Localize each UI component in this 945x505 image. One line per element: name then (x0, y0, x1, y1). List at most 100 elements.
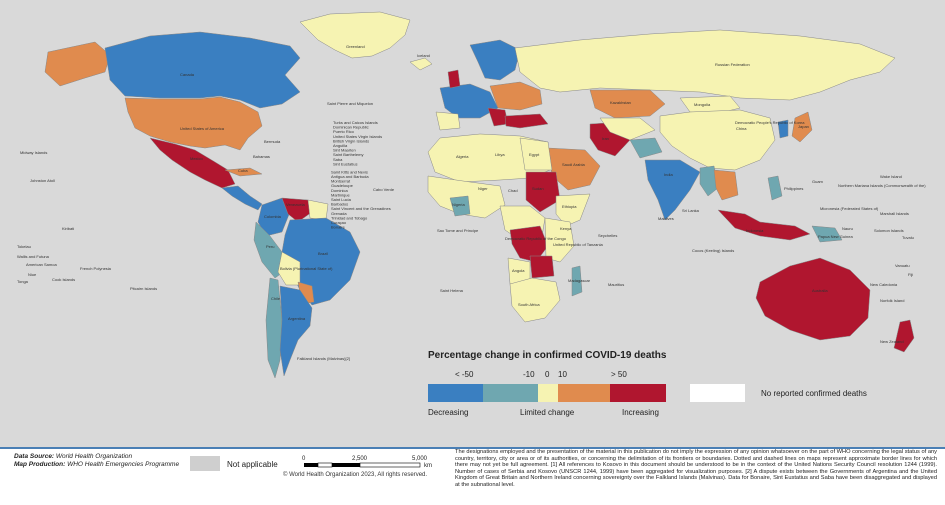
horn-africa-shape (555, 193, 591, 227)
world-map: Greenland Iceland Russian Federation Can… (0, 0, 945, 447)
scale-segment (317, 462, 333, 468)
argentina-shape (279, 285, 313, 377)
label-caribbean-island: Turks and Caicos Islands (333, 120, 378, 125)
legend-tick: 0 (545, 370, 550, 379)
label-caribbean-island: Guadeloupe (331, 183, 354, 188)
label-caribbean-island: Saint Vincent and the Grenadines (331, 206, 391, 211)
alaska-shape (44, 41, 111, 87)
label-cuba: Cuba (238, 168, 248, 173)
label-caribbean-island: Barbados (331, 202, 348, 207)
scandinavia-shape (469, 39, 521, 81)
label-papua: Papua New Guinea (818, 234, 853, 239)
myanmar-shape (699, 165, 719, 197)
label-maldives: Maldives (658, 216, 674, 221)
label-niger: Niger (478, 186, 488, 191)
label-tanzania: United Republic of Tanzania (553, 242, 604, 247)
label-angola: Angola (512, 268, 525, 273)
label-caribbean-island: Montserrat (331, 179, 351, 184)
label-sao-tome: Sao Tome and Principe (437, 228, 479, 233)
label-algeria: Algeria (456, 154, 469, 159)
turkey-shape (504, 113, 549, 129)
label-micronesia: Micronesia (Federated States of) (820, 206, 879, 211)
label-nauru: Nauru (842, 226, 853, 231)
label-russia: Russian Federation (715, 62, 750, 67)
kazakhstan-shape (589, 89, 666, 119)
label-bolivia: Bolivia (Plurinational State of) (280, 266, 333, 271)
label-tokelau: Tokelau (17, 244, 31, 249)
source-key: Data Source: (14, 453, 55, 460)
japan-shape (791, 111, 813, 143)
usa-shape (124, 96, 263, 151)
nigeria-shape (449, 195, 471, 217)
legend-swatch-limited-mid (538, 384, 558, 402)
label-japan: Japan (798, 124, 809, 129)
legend-label-increasing: Increasing (622, 408, 659, 417)
label-mauritius: Mauritius (608, 282, 624, 287)
label-wake: Wake Island (880, 174, 902, 179)
thailand-shape (713, 169, 739, 201)
label-midway: Midway Islands (20, 150, 47, 155)
label-philippines: Philippines (784, 186, 803, 191)
eastern-europe-shape (489, 81, 543, 111)
scale-unit: km (424, 463, 432, 469)
greenland-shape (299, 11, 411, 59)
label-caribbean-island: Trinidad and Tobago (331, 215, 368, 220)
label-norfolk: Norfolk Island (880, 298, 904, 303)
label-chile: Chile (271, 296, 281, 301)
label-caribbean-island: Saint Kitts and Nevis (331, 169, 368, 174)
east-africa-shape (544, 217, 575, 263)
uk-shape (447, 69, 461, 89)
production-value: WHO Health Emergencies Programme (67, 461, 180, 468)
label-seychelles: Seychelles (598, 233, 617, 238)
label-polynesia: French Polynesia (80, 266, 112, 271)
label-kiribati: Kiribati (62, 226, 74, 231)
legend-label-limited-change: Limited change (520, 408, 575, 417)
label-iceland: Iceland (417, 53, 430, 58)
map-legend: Percentage change in confirmed COVID-19 … (425, 345, 870, 425)
label-caribbean-island: Anguilla (333, 143, 348, 148)
legend-swatch-limited-low (483, 384, 538, 402)
scale-segment (359, 462, 421, 468)
label-mongolia: Mongolia (694, 102, 711, 107)
legend-label-decreasing: Decreasing (428, 408, 469, 417)
scale-tick: 0 (302, 456, 306, 462)
canada-shape (104, 31, 301, 109)
label-caribbean-island: Bonaire (331, 225, 346, 230)
label-caribbean-island: Antigua and Barbuda (331, 174, 369, 179)
label-australia: Australia (812, 288, 828, 293)
label-bermuda: Bermuda (264, 139, 281, 144)
label-caribbean-island: British Virgin Islands (333, 138, 369, 143)
source-value: World Health Organization (55, 453, 133, 460)
label-johnston: Johnston Atoll (30, 178, 55, 183)
legend-tick: -10 (523, 370, 535, 379)
philippines-shape (767, 175, 783, 201)
footer-credits: Data Source: World Health Organization M… (14, 453, 179, 469)
label-indonesia: Indonesia (746, 228, 764, 233)
iceland-shape (409, 57, 433, 71)
scale-segment (332, 463, 360, 467)
label-caribbean-island: Sint Maarten (333, 148, 356, 153)
central-america-shape (221, 185, 263, 211)
label-greenland: Greenland (346, 44, 365, 49)
label-nigeria: Nigeria (452, 202, 465, 207)
label-vanuatu: Vanuatu (895, 263, 910, 268)
papua-shape (811, 225, 843, 243)
label-caribbean-island: Curaçao (331, 220, 347, 225)
label-pitcairn: Pitcairn Islands (130, 286, 157, 291)
label-cocos: Cocos (Keeling) Islands (692, 248, 734, 253)
label-kenya: Kenya (560, 226, 572, 231)
label-sudan: Sudan (532, 186, 544, 191)
label-india: India (664, 172, 673, 177)
scale-bar: 0 2,500 5,000 km (302, 456, 432, 469)
not-applicable-swatch (190, 456, 220, 471)
legend-tick: 10 (558, 370, 567, 379)
label-dprk: Democratic People's Republic of Korea (735, 120, 805, 125)
legend-swatch-no-data (690, 384, 745, 402)
legend-swatch-limited-high (558, 384, 610, 402)
label-ethiopia: Ethiopia (562, 204, 577, 209)
china-shape (659, 109, 776, 171)
korea-shape (777, 119, 789, 139)
label-brazil: Brazil (318, 251, 328, 256)
central-asia-shape (599, 117, 656, 141)
label-saudi-arabia: Saudi Arabia (562, 162, 585, 167)
